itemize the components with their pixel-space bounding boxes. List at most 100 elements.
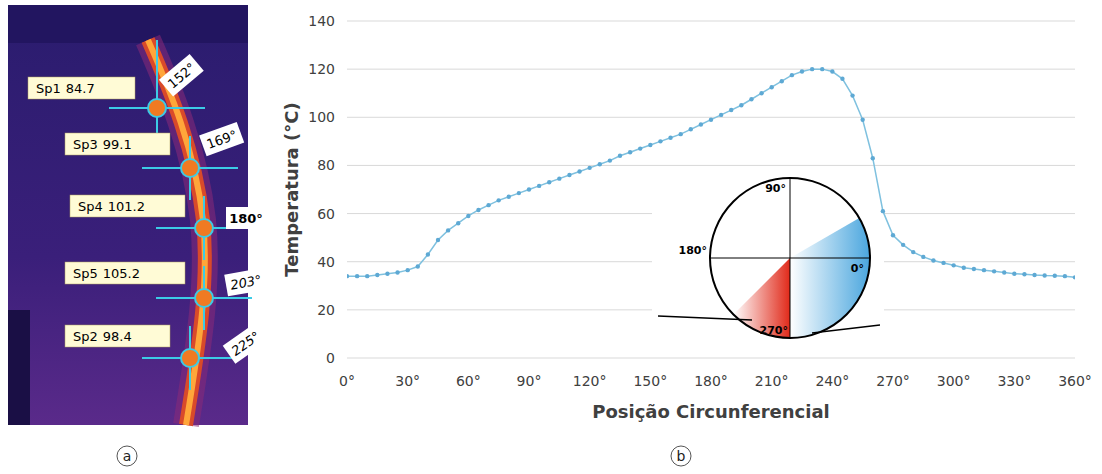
spot-label-box [65, 133, 170, 155]
data-point [1042, 273, 1046, 277]
spot-marker [181, 159, 199, 177]
y-tick-label: 80 [317, 157, 335, 173]
grid-line [347, 69, 1075, 70]
inset-label: 0° [851, 262, 864, 275]
data-point [951, 263, 955, 267]
spot-name: Sp5 [73, 266, 98, 281]
data-point [921, 255, 925, 259]
data-point [668, 136, 672, 140]
data-point [850, 93, 854, 97]
data-point [426, 252, 430, 256]
data-point [759, 91, 763, 95]
x-tick-label: 120° [573, 373, 607, 389]
data-point [1032, 273, 1036, 277]
x-tick-label: 240° [815, 373, 849, 389]
y-tick-label: 120 [308, 61, 335, 77]
angle-label-box [223, 323, 268, 364]
angle-label-box [224, 268, 267, 297]
data-point [446, 228, 450, 232]
data-point [1002, 270, 1006, 274]
data-point [375, 273, 379, 277]
spot-marker [195, 289, 213, 307]
y-tick-label: 0 [326, 350, 335, 366]
data-point [587, 166, 591, 170]
data-point [840, 77, 844, 81]
panel-letter: b [677, 448, 686, 464]
data-point [658, 139, 662, 143]
x-tick-label: 90° [517, 373, 542, 389]
angle-label-box [199, 122, 244, 156]
angle-label-text: 203° [229, 272, 262, 292]
hot-sector [733, 258, 790, 338]
spot-label: Sp1 84.7 [36, 81, 95, 96]
spot-label-box [65, 325, 170, 347]
crosshair [156, 40, 158, 140]
data-point [486, 203, 490, 207]
spot-value: 84.7 [66, 81, 95, 96]
thermal-image: Sp184.7152°Sp399.1169°Sp4101.2180°Sp5105… [8, 5, 268, 425]
grid-line [347, 358, 1075, 359]
x-tick-label: 60° [456, 373, 481, 389]
data-point [709, 117, 713, 121]
data-layer [347, 67, 1075, 280]
data-point [1012, 272, 1016, 276]
spot-value: 105.2 [103, 266, 140, 281]
spot-name: Sp3 [73, 137, 98, 152]
data-point [537, 184, 541, 188]
data-point [790, 73, 794, 77]
data-point [355, 274, 359, 278]
spot-name: Sp4 [78, 199, 103, 214]
data-point [800, 69, 804, 73]
thermal-background [8, 310, 30, 425]
grid-line [347, 165, 1075, 166]
spot-label: Sp3 99.1 [73, 137, 132, 152]
cold-sector [790, 218, 870, 338]
figure: Sp184.7152°Sp399.1169°Sp4101.2180°Sp5105… [0, 0, 1102, 474]
angle-label-text: 152° [165, 60, 199, 92]
data-point [678, 132, 682, 136]
spot-name: Sp1 [36, 81, 61, 96]
data-point [699, 122, 703, 126]
panel-letter: a [123, 448, 132, 464]
thermal-background [8, 5, 248, 425]
data-point [476, 208, 480, 212]
spot-marker [195, 219, 213, 237]
angle-label: 203° [224, 268, 267, 297]
data-point [466, 214, 470, 218]
data-point [901, 243, 905, 247]
inset-axis [710, 258, 870, 259]
y-tick-label: 40 [317, 254, 335, 270]
y-tick-label: 60 [317, 206, 335, 222]
spot-name: Sp2 [73, 329, 98, 344]
y-tick-label: 140 [308, 13, 335, 29]
angle-label-text: 169° [205, 127, 240, 152]
data-point [405, 268, 409, 272]
data-point [496, 198, 500, 202]
ground-line [812, 325, 880, 333]
x-tick-label: 210° [755, 373, 789, 389]
inset-circle [710, 178, 870, 338]
data-point [871, 156, 875, 160]
spot-label: Sp298.4 [73, 329, 132, 344]
data-point [891, 233, 895, 237]
x-tick-label: 360° [1058, 373, 1092, 389]
x-tick-label: 330° [997, 373, 1031, 389]
spot-value: 99.1 [103, 137, 132, 152]
data-point [941, 261, 945, 265]
data-point [608, 158, 612, 162]
data-point [1073, 275, 1075, 279]
angle-label-text: 180° [229, 211, 263, 226]
spot-marker [148, 99, 166, 117]
data-point [881, 209, 885, 213]
spot-label-box [65, 262, 185, 284]
data-point [577, 169, 581, 173]
data-point [527, 187, 531, 191]
inset-background [652, 172, 884, 350]
data-point [911, 250, 915, 254]
data-point [992, 269, 996, 273]
y-tick-label: 20 [317, 302, 335, 318]
angle-label: 225° [223, 323, 268, 364]
data-point [719, 113, 723, 117]
data-point [557, 176, 561, 180]
data-point [931, 258, 935, 262]
